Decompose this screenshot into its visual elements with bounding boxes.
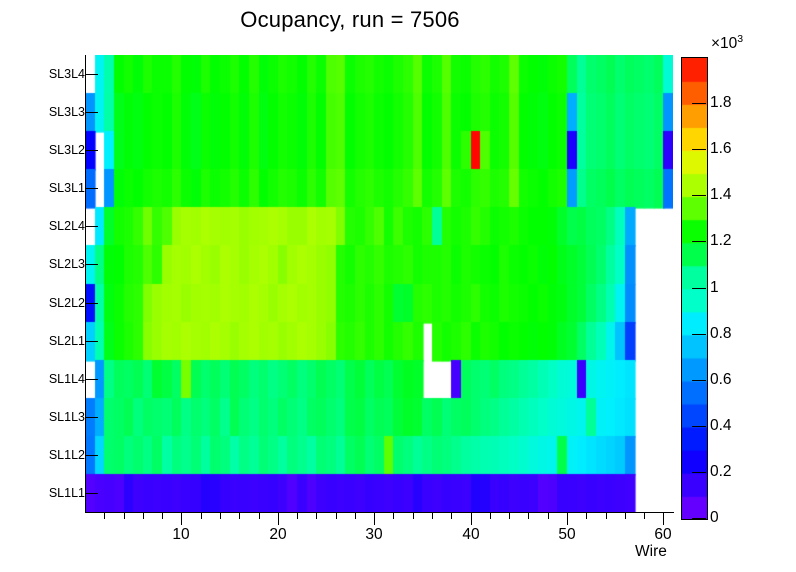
x-tick-label-10: 10 <box>172 526 190 543</box>
y-tick-label-sl1l3: SL1L3 <box>48 409 85 424</box>
y-tick-mark <box>85 455 98 456</box>
x-tick-major <box>278 512 279 525</box>
colorbar-tick-label-9: 1.8 <box>710 94 732 111</box>
y-tick-mark <box>85 417 98 418</box>
x-tick-minor <box>509 512 510 519</box>
y-tick-label-sl3l4: SL3L4 <box>48 67 85 82</box>
x-tick-minor <box>162 512 163 519</box>
x-tick-label-40: 40 <box>462 526 480 543</box>
x-tick-minor <box>432 512 433 519</box>
x-tick-minor <box>355 512 356 519</box>
y-tick-mark <box>85 493 98 494</box>
colorbar-tick-mark <box>692 241 706 242</box>
heatmap-cells[interactable] <box>85 55 673 512</box>
colorbar-tick-label-6: 1.2 <box>710 232 732 249</box>
colorbar-tick-label-2: 0.4 <box>710 417 732 434</box>
colorbar-tick-mark <box>692 426 706 427</box>
colorbar-tick-mark <box>692 380 706 381</box>
page-title: Ocupancy, run = 7506 <box>240 7 460 32</box>
x-tick-minor <box>220 512 221 519</box>
x-tick-minor <box>201 512 202 519</box>
y-axis-line <box>85 55 86 513</box>
colorbar-tick-label-8: 1.6 <box>710 140 732 157</box>
x-tick-major <box>374 512 375 525</box>
x-tick-major <box>663 512 664 525</box>
x-tick-minor <box>490 512 491 519</box>
colorbar-exponent-label: ×103 <box>711 33 743 53</box>
x-tick-minor <box>586 512 587 519</box>
colorbar-tick-mark <box>692 103 706 104</box>
colorbar-tick-label-5: 1 <box>710 279 719 296</box>
y-tick-mark <box>85 112 98 113</box>
x-tick-label-20: 20 <box>269 526 287 543</box>
y-tick-label-sl3l2: SL3L2 <box>48 143 85 158</box>
heatmap-plot-area[interactable] <box>85 55 673 512</box>
y-axis: SL1L1 SL1L2 SL1L3 SL1L4 SL2L1 SL2L2 SL2L3 SL2L4… <box>12 0 85 572</box>
colorbar-tick-mark <box>692 195 706 196</box>
y-tick-label-sl2l1: SL2L1 <box>48 333 85 348</box>
y-tick-mark <box>85 188 98 189</box>
y-tick-label-sl2l2: SL2L2 <box>48 295 85 310</box>
x-tick-minor <box>528 512 529 519</box>
colorbar-tick-label-1: 0.2 <box>710 463 732 480</box>
colorbar-tick-mark <box>692 472 706 473</box>
colorbar-tick-label-0: 0 <box>710 509 719 526</box>
y-tick-mark <box>85 341 98 342</box>
x-tick-minor <box>393 512 394 519</box>
x-tick-minor <box>259 512 260 519</box>
y-tick-label-sl1l2: SL1L2 <box>48 447 85 462</box>
colorbar-tick-mark <box>692 149 706 150</box>
x-tick-minor <box>316 512 317 519</box>
x-tick-label-30: 30 <box>365 526 383 543</box>
y-tick-mark <box>85 303 98 304</box>
colorbar-tick-label-3: 0.6 <box>710 371 732 388</box>
x-tick-minor <box>625 512 626 519</box>
x-tick-minor <box>124 512 125 519</box>
colorbar-tick-label-7: 1.4 <box>710 186 732 203</box>
colorbar-exponent-power: 3 <box>737 33 744 45</box>
colorbar-tick-mark <box>692 518 706 519</box>
x-tick-major <box>181 512 182 525</box>
x-tick-minor <box>606 512 607 519</box>
y-tick-mark <box>85 264 98 265</box>
x-tick-major <box>471 512 472 525</box>
y-tick-mark <box>85 74 98 75</box>
x-tick-minor <box>143 512 144 519</box>
y-tick-label-sl2l3: SL2L3 <box>48 257 85 272</box>
y-tick-label-sl1l1: SL1L1 <box>48 485 85 500</box>
x-tick-minor <box>239 512 240 519</box>
x-tick-minor <box>413 512 414 519</box>
colorbar-exponent-base: ×10 <box>711 35 738 53</box>
y-tick-label-sl1l4: SL1L4 <box>48 371 85 386</box>
x-tick-major <box>567 512 568 525</box>
x-tick-minor <box>548 512 549 519</box>
x-axis-line <box>85 512 674 513</box>
x-tick-minor <box>336 512 337 519</box>
y-tick-label-sl3l3: SL3L3 <box>48 105 85 120</box>
y-tick-mark <box>85 226 98 227</box>
colorbar-tick-label-4: 0.8 <box>710 325 732 342</box>
x-tick-minor <box>644 512 645 519</box>
x-tick-minor <box>297 512 298 519</box>
x-tick-minor <box>451 512 452 519</box>
x-tick-label-60: 60 <box>654 526 672 543</box>
colorbar-tick-mark <box>692 288 706 289</box>
x-tick-minor <box>104 512 105 519</box>
x-tick-label-50: 50 <box>558 526 576 543</box>
colorbar-tick-mark <box>692 334 706 335</box>
y-tick-label-sl3l1: SL3L1 <box>48 181 85 196</box>
y-tick-label-sl2l4: SL2L4 <box>48 219 85 234</box>
y-tick-mark <box>85 150 98 151</box>
y-tick-mark <box>85 379 98 380</box>
x-axis-title: Wire <box>635 543 667 560</box>
